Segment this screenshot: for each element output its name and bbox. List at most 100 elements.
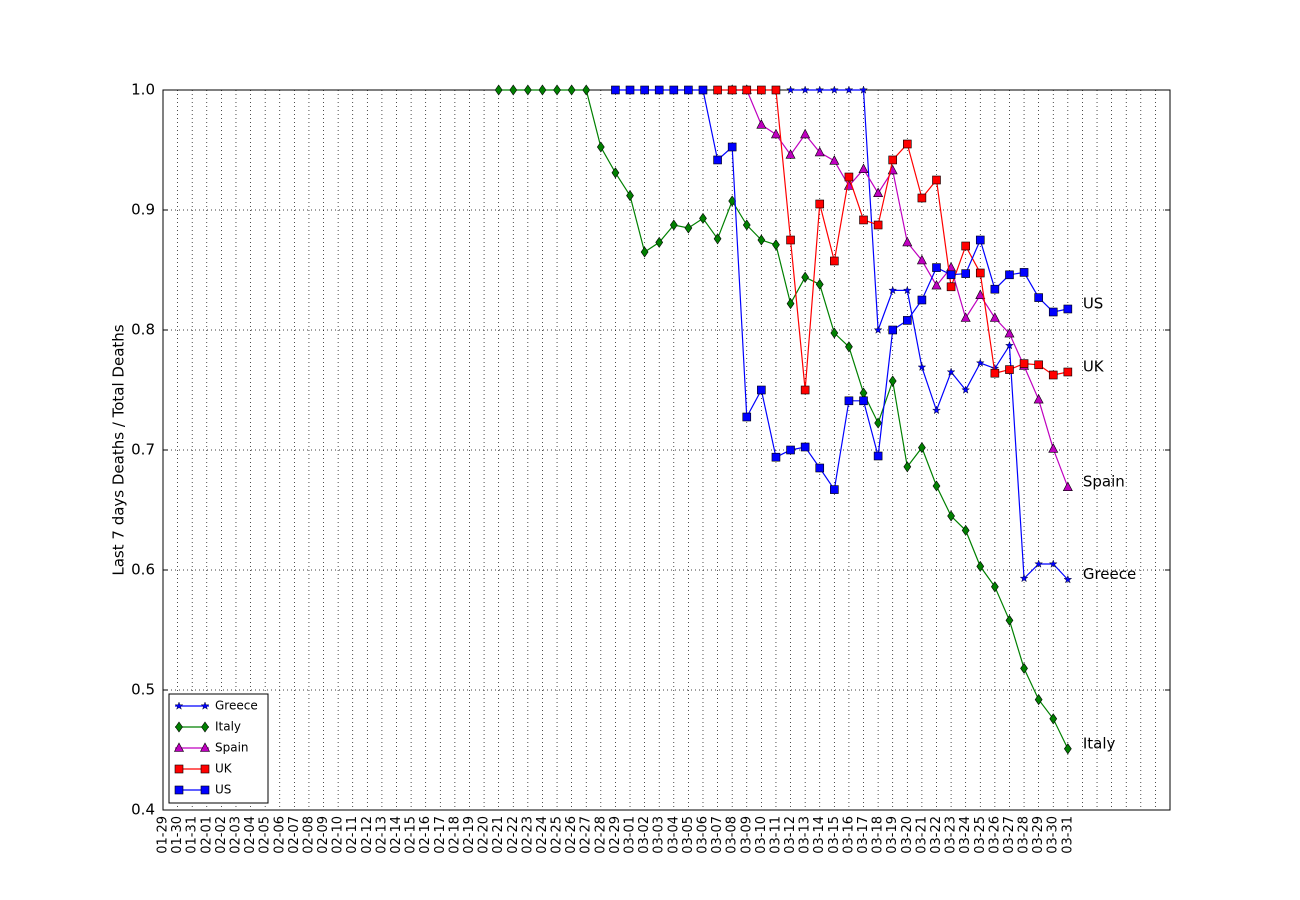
data-point	[917, 295, 927, 305]
data-point	[1048, 307, 1058, 317]
data-point	[640, 246, 649, 258]
data-point	[1034, 559, 1044, 568]
legend-label: Greece	[215, 699, 258, 713]
data-point	[611, 167, 620, 179]
x-tick-label: 02-19	[462, 816, 477, 854]
series-line	[615, 89, 1068, 492]
data-point	[960, 312, 971, 322]
data-point	[1005, 365, 1014, 374]
data-point	[786, 235, 795, 245]
data-point	[844, 396, 854, 406]
data-point	[874, 417, 882, 429]
data-point	[990, 284, 1000, 294]
data-point	[1048, 559, 1058, 568]
x-tick-label: 02-01	[199, 816, 214, 854]
data-point	[859, 215, 868, 225]
x-tick-label: 02-17	[433, 816, 448, 854]
data-point	[771, 85, 781, 95]
data-point	[830, 485, 839, 494]
data-point	[947, 510, 955, 522]
legend-marker	[174, 785, 184, 795]
data-point	[961, 269, 970, 278]
data-point	[1063, 574, 1073, 584]
x-tick-label: 02-09	[316, 816, 331, 854]
data-point	[742, 85, 752, 95]
data-point	[1005, 340, 1014, 350]
y-tick-label: 0.5	[131, 681, 155, 699]
data-point	[815, 85, 825, 94]
x-tick-label: 03-30	[1046, 816, 1061, 854]
x-tick-label: 02-18	[447, 816, 462, 854]
data-point	[845, 341, 853, 353]
x-tick-label: 03-31	[1060, 816, 1075, 854]
data-point	[801, 271, 810, 283]
x-tick-label: 03-15	[827, 816, 842, 854]
data-point	[684, 222, 693, 234]
data-point	[786, 298, 795, 310]
data-point	[567, 84, 576, 96]
data-point	[800, 385, 810, 395]
data-point	[669, 85, 679, 95]
x-tick-label: 03-14	[812, 816, 827, 854]
series-annotation: US	[1083, 295, 1104, 313]
data-point	[800, 442, 810, 452]
x-tick-label: 03-13	[798, 816, 813, 854]
data-point	[873, 325, 883, 334]
x-tick-label: 02-10	[331, 816, 346, 854]
x-tick-label: 01-31	[185, 816, 200, 854]
data-point	[713, 155, 722, 165]
data-point	[1019, 359, 1029, 368]
x-tick-label: 02-25	[550, 816, 565, 854]
x-tick-label: 01-30	[170, 816, 185, 854]
data-point	[669, 219, 678, 231]
legend-marker	[175, 721, 183, 733]
data-point	[772, 239, 780, 251]
data-point	[785, 149, 796, 159]
data-point	[873, 220, 883, 230]
data-point	[989, 312, 1000, 322]
data-point	[494, 84, 503, 96]
x-tick-label: 03-20	[900, 816, 915, 854]
data-point	[509, 84, 518, 96]
data-point	[902, 285, 912, 295]
data-point	[771, 452, 781, 462]
data-point	[742, 412, 752, 422]
data-point	[625, 85, 635, 95]
x-tick-label: 02-24	[535, 816, 550, 854]
data-point	[931, 279, 942, 290]
legend: Greece Italy Spain UK US	[168, 693, 269, 804]
legend-marker	[200, 701, 210, 710]
data-point	[946, 282, 956, 292]
x-tick-label: 02-07	[287, 816, 302, 854]
series-annotation: Greece	[1083, 565, 1136, 583]
data-point	[655, 236, 664, 248]
data-point	[1019, 573, 1029, 583]
data-point	[756, 119, 767, 129]
y-tick-label: 0.7	[131, 441, 155, 459]
data-point	[1004, 327, 1015, 338]
x-tick-label: 03-21	[914, 816, 929, 854]
x-tick-label: 03-07	[710, 816, 725, 854]
x-tick-label: 03-29	[1031, 816, 1046, 854]
x-tick-label: 02-28	[593, 816, 608, 854]
y-tick-label: 0.4	[131, 801, 155, 819]
data-point	[990, 368, 1000, 378]
x-tick-label: 03-19	[885, 816, 900, 854]
data-point	[830, 256, 839, 266]
data-point	[902, 236, 913, 247]
data-point	[903, 316, 912, 325]
data-point	[684, 85, 693, 95]
data-point	[844, 172, 854, 182]
legend-label: UK	[215, 762, 233, 776]
data-point	[800, 85, 810, 94]
x-tick-label: 03-08	[725, 816, 740, 854]
data-point	[1048, 443, 1059, 453]
x-tick-label: 03-28	[1017, 816, 1032, 854]
data-point	[654, 85, 664, 95]
data-point	[888, 285, 898, 295]
x-tick-label: 02-16	[418, 816, 433, 854]
data-point	[903, 139, 912, 149]
data-point	[640, 85, 649, 95]
data-point	[727, 142, 737, 152]
